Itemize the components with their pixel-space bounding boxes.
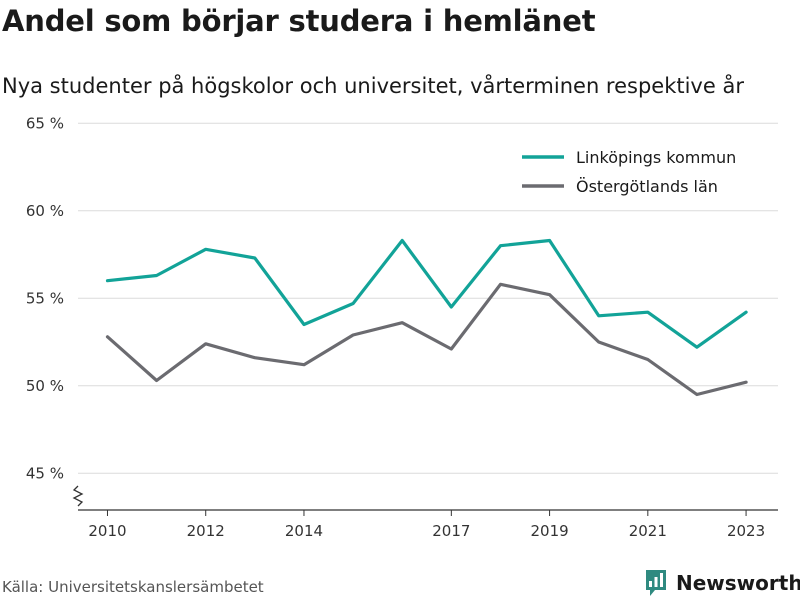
- grid-lines: [78, 122, 778, 474]
- x-tick-label: 2014: [285, 522, 323, 540]
- y-tick-label: 45 %: [26, 464, 64, 482]
- source-note: Källa: Universitetskanslersämbetet: [2, 578, 264, 596]
- line-chart: 45 %50 %55 %60 %65 % 2010 2012 2014 2017 201…: [26, 114, 778, 540]
- chart-subtitle: Nya studenter på högskolor och universit…: [2, 74, 744, 98]
- legend: Linköpings kommun Östergötlands län: [522, 148, 736, 196]
- axis-break-icon: [72, 485, 84, 507]
- y-axis-ticks: 45 % 50 % 55 % 60 % 65 %: [26, 114, 64, 482]
- x-axis: 2010 2012 2014 2017 2019 2021 2023: [72, 485, 778, 540]
- y-tick-label: 55 %: [26, 289, 64, 307]
- brand: Newsworthy: [644, 568, 800, 598]
- series-line-linkopings-kommun: [105, 238, 748, 349]
- chart-title: Andel som börjar studera i hemlänet: [2, 4, 596, 38]
- brand-name: Newsworthy: [676, 571, 800, 595]
- series-line-ostergotlands-lan: [105, 282, 748, 397]
- x-tick-label: 2010: [88, 522, 126, 540]
- y-tick-label: 65 %: [26, 114, 64, 132]
- x-tick-label: 2021: [629, 522, 667, 540]
- x-tick-label: 2019: [530, 522, 568, 540]
- x-tick-label: 2023: [727, 522, 765, 540]
- y-tick-label: 50 %: [26, 377, 64, 395]
- x-tick-label: 2017: [432, 522, 470, 540]
- x-tick-label: 2012: [187, 522, 225, 540]
- legend-label: Östergötlands län: [576, 177, 718, 196]
- y-tick-label: 60 %: [26, 202, 64, 220]
- legend-label: Linköpings kommun: [576, 148, 736, 167]
- newsworthy-logo-icon: [646, 570, 666, 596]
- series-lines: [105, 238, 748, 397]
